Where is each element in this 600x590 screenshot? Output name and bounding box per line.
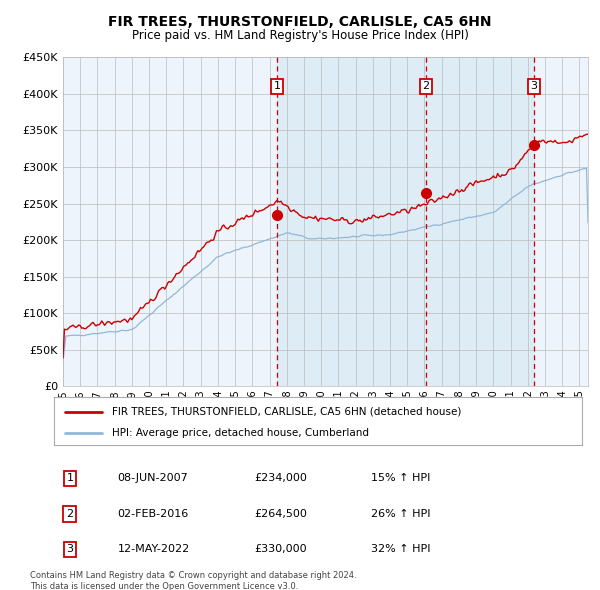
Text: 32% ↑ HPI: 32% ↑ HPI: [371, 545, 430, 554]
Text: 08-JUN-2007: 08-JUN-2007: [118, 474, 188, 483]
Text: Price paid vs. HM Land Registry's House Price Index (HPI): Price paid vs. HM Land Registry's House …: [131, 30, 469, 42]
Text: 3: 3: [67, 545, 73, 554]
Text: This data is licensed under the Open Government Licence v3.0.: This data is licensed under the Open Gov…: [30, 582, 298, 590]
Text: 1: 1: [274, 81, 281, 91]
Text: £330,000: £330,000: [254, 545, 307, 554]
Text: £234,000: £234,000: [254, 474, 308, 483]
Text: 26% ↑ HPI: 26% ↑ HPI: [371, 509, 430, 519]
Text: 2: 2: [66, 509, 73, 519]
Text: 2: 2: [422, 81, 430, 91]
Text: Contains HM Land Registry data © Crown copyright and database right 2024.: Contains HM Land Registry data © Crown c…: [30, 571, 356, 579]
Text: 3: 3: [530, 81, 538, 91]
Text: 15% ↑ HPI: 15% ↑ HPI: [371, 474, 430, 483]
Text: £264,500: £264,500: [254, 509, 308, 519]
Text: FIR TREES, THURSTONFIELD, CARLISLE, CA5 6HN (detached house): FIR TREES, THURSTONFIELD, CARLISLE, CA5 …: [112, 407, 461, 417]
Text: 1: 1: [67, 474, 73, 483]
Bar: [277, 57, 534, 386]
Text: FIR TREES, THURSTONFIELD, CARLISLE, CA5 6HN: FIR TREES, THURSTONFIELD, CARLISLE, CA5 …: [108, 15, 492, 29]
Text: 02-FEB-2016: 02-FEB-2016: [118, 509, 188, 519]
Text: HPI: Average price, detached house, Cumberland: HPI: Average price, detached house, Cumb…: [112, 428, 369, 438]
Text: 12-MAY-2022: 12-MAY-2022: [118, 545, 190, 554]
